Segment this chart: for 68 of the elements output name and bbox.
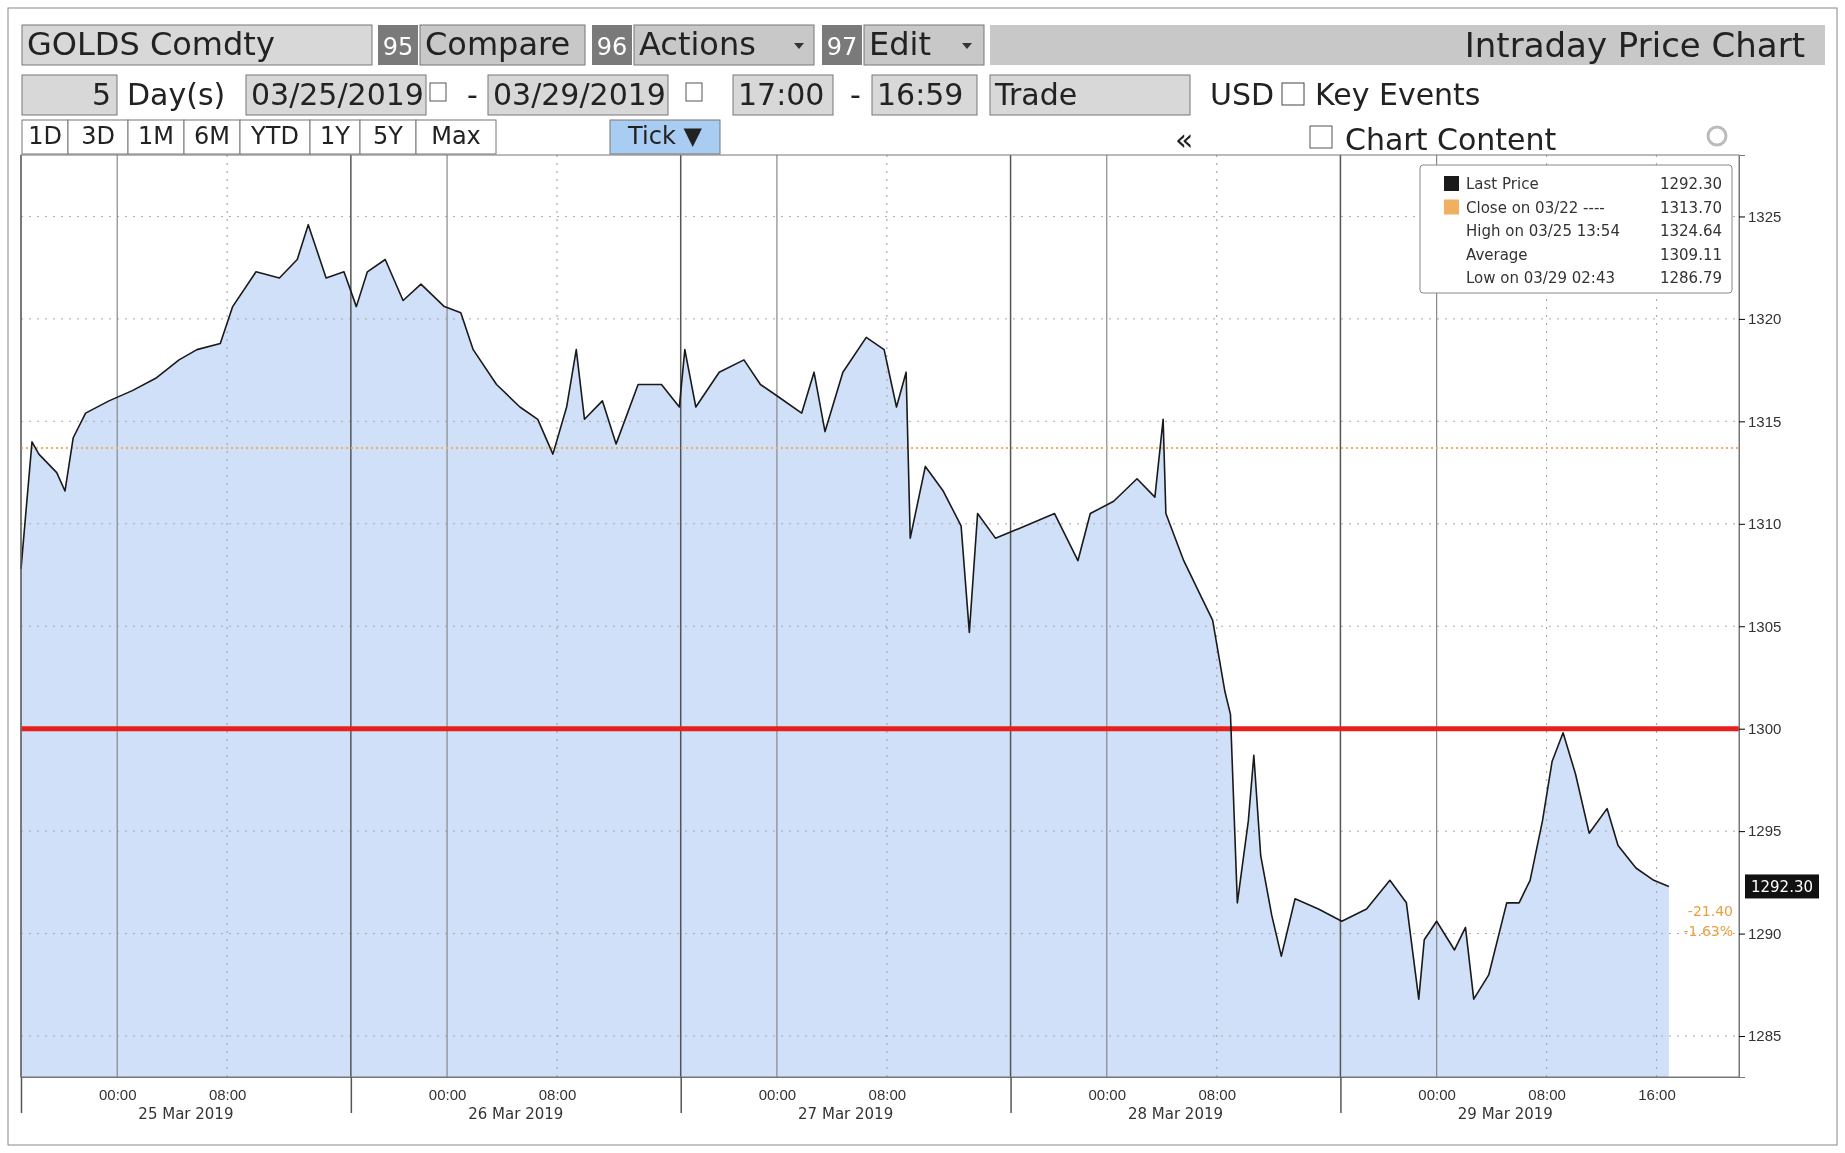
text: USD	[1210, 77, 1275, 112]
annotation: Average	[1466, 245, 1528, 264]
text: 1292.30	[1750, 878, 1814, 897]
text: 03/25/2019	[251, 77, 424, 112]
y-tick-label: 1290	[1748, 924, 1782, 942]
x-tick-label: 00:00	[1088, 1085, 1127, 1103]
annotation: 1292.30	[1659, 175, 1722, 193]
annotation: -1.63%	[1683, 923, 1733, 940]
text: Max	[431, 122, 481, 150]
text: 6M	[194, 122, 230, 150]
y-tick-label: 1295	[1748, 822, 1782, 840]
text: Trade	[994, 77, 1078, 112]
text: -	[467, 77, 478, 112]
x-tick-label: 08:00	[1198, 1085, 1236, 1103]
x-tick-label: 00:00	[1418, 1085, 1456, 1103]
text: Actions	[639, 25, 756, 63]
annotation: Chart Content	[1345, 122, 1557, 157]
text: -	[850, 77, 861, 112]
y-tick-label: 1320	[1748, 310, 1782, 328]
text: GOLDS Comdty	[27, 25, 275, 63]
y-tick-label: 1310	[1748, 515, 1782, 533]
x-tick-label: 08:00	[208, 1085, 247, 1103]
x-tick-label: 08:00	[1528, 1085, 1566, 1103]
text: Tick ▼	[627, 122, 703, 150]
text: 16:59	[877, 77, 964, 112]
text: 5Y	[373, 122, 404, 150]
text: Compare	[425, 25, 571, 63]
x-tick-label: 16:00	[1638, 1085, 1676, 1103]
x-tick-label: 00:00	[98, 1085, 137, 1103]
annotation: 1324.64	[1659, 222, 1722, 240]
annotation: 1309.11	[1659, 245, 1722, 264]
text: 1Y	[320, 122, 351, 150]
y-tick-label: 1315	[1748, 412, 1782, 430]
y-tick-label: 1305	[1748, 617, 1782, 635]
y-tick-label: 1300	[1748, 719, 1782, 737]
annotation: «	[1175, 122, 1194, 157]
y-tick-label: 1285	[1748, 1027, 1782, 1045]
text: 1D	[28, 122, 62, 150]
annotation: 1286.79	[1659, 269, 1722, 287]
text: 03/29/2019	[493, 77, 666, 112]
text: 26 Mar 2019	[468, 1105, 564, 1123]
chart-title: Intraday Price Chart	[1464, 25, 1805, 65]
text: 17:00	[738, 77, 825, 112]
annotation: -21.40	[1687, 903, 1733, 920]
text: 5	[91, 77, 111, 112]
annotation: 1313.70	[1659, 198, 1722, 217]
text: 96	[596, 33, 628, 61]
text: 25 Mar 2019	[138, 1105, 234, 1123]
text: Edit	[869, 25, 931, 63]
x-tick-label: 00:00	[758, 1085, 797, 1103]
annotation: High on 03/25 13:54	[1466, 222, 1620, 240]
text: 97	[826, 33, 858, 61]
x-tick-label: 08:00	[868, 1085, 907, 1103]
text: 29 Mar 2019	[1457, 1105, 1553, 1123]
text: 27 Mar 2019	[798, 1105, 894, 1123]
text: 95	[382, 33, 414, 61]
legend-label: Last Price	[1466, 175, 1539, 193]
text: YTD	[250, 122, 299, 150]
annotation: Close on 03/22 ----	[1466, 198, 1605, 217]
annotation: Low on 03/29 02:43	[1466, 269, 1615, 287]
x-tick-label: 08:00	[538, 1085, 577, 1103]
text: Key Events	[1315, 77, 1481, 112]
text: Day(s)	[127, 77, 226, 112]
x-tick-label: 00:00	[428, 1085, 467, 1103]
text: 3D	[81, 122, 115, 150]
y-tick-label: 1325	[1748, 207, 1782, 225]
text: 1M	[138, 122, 174, 150]
text: 28 Mar 2019	[1127, 1105, 1224, 1123]
